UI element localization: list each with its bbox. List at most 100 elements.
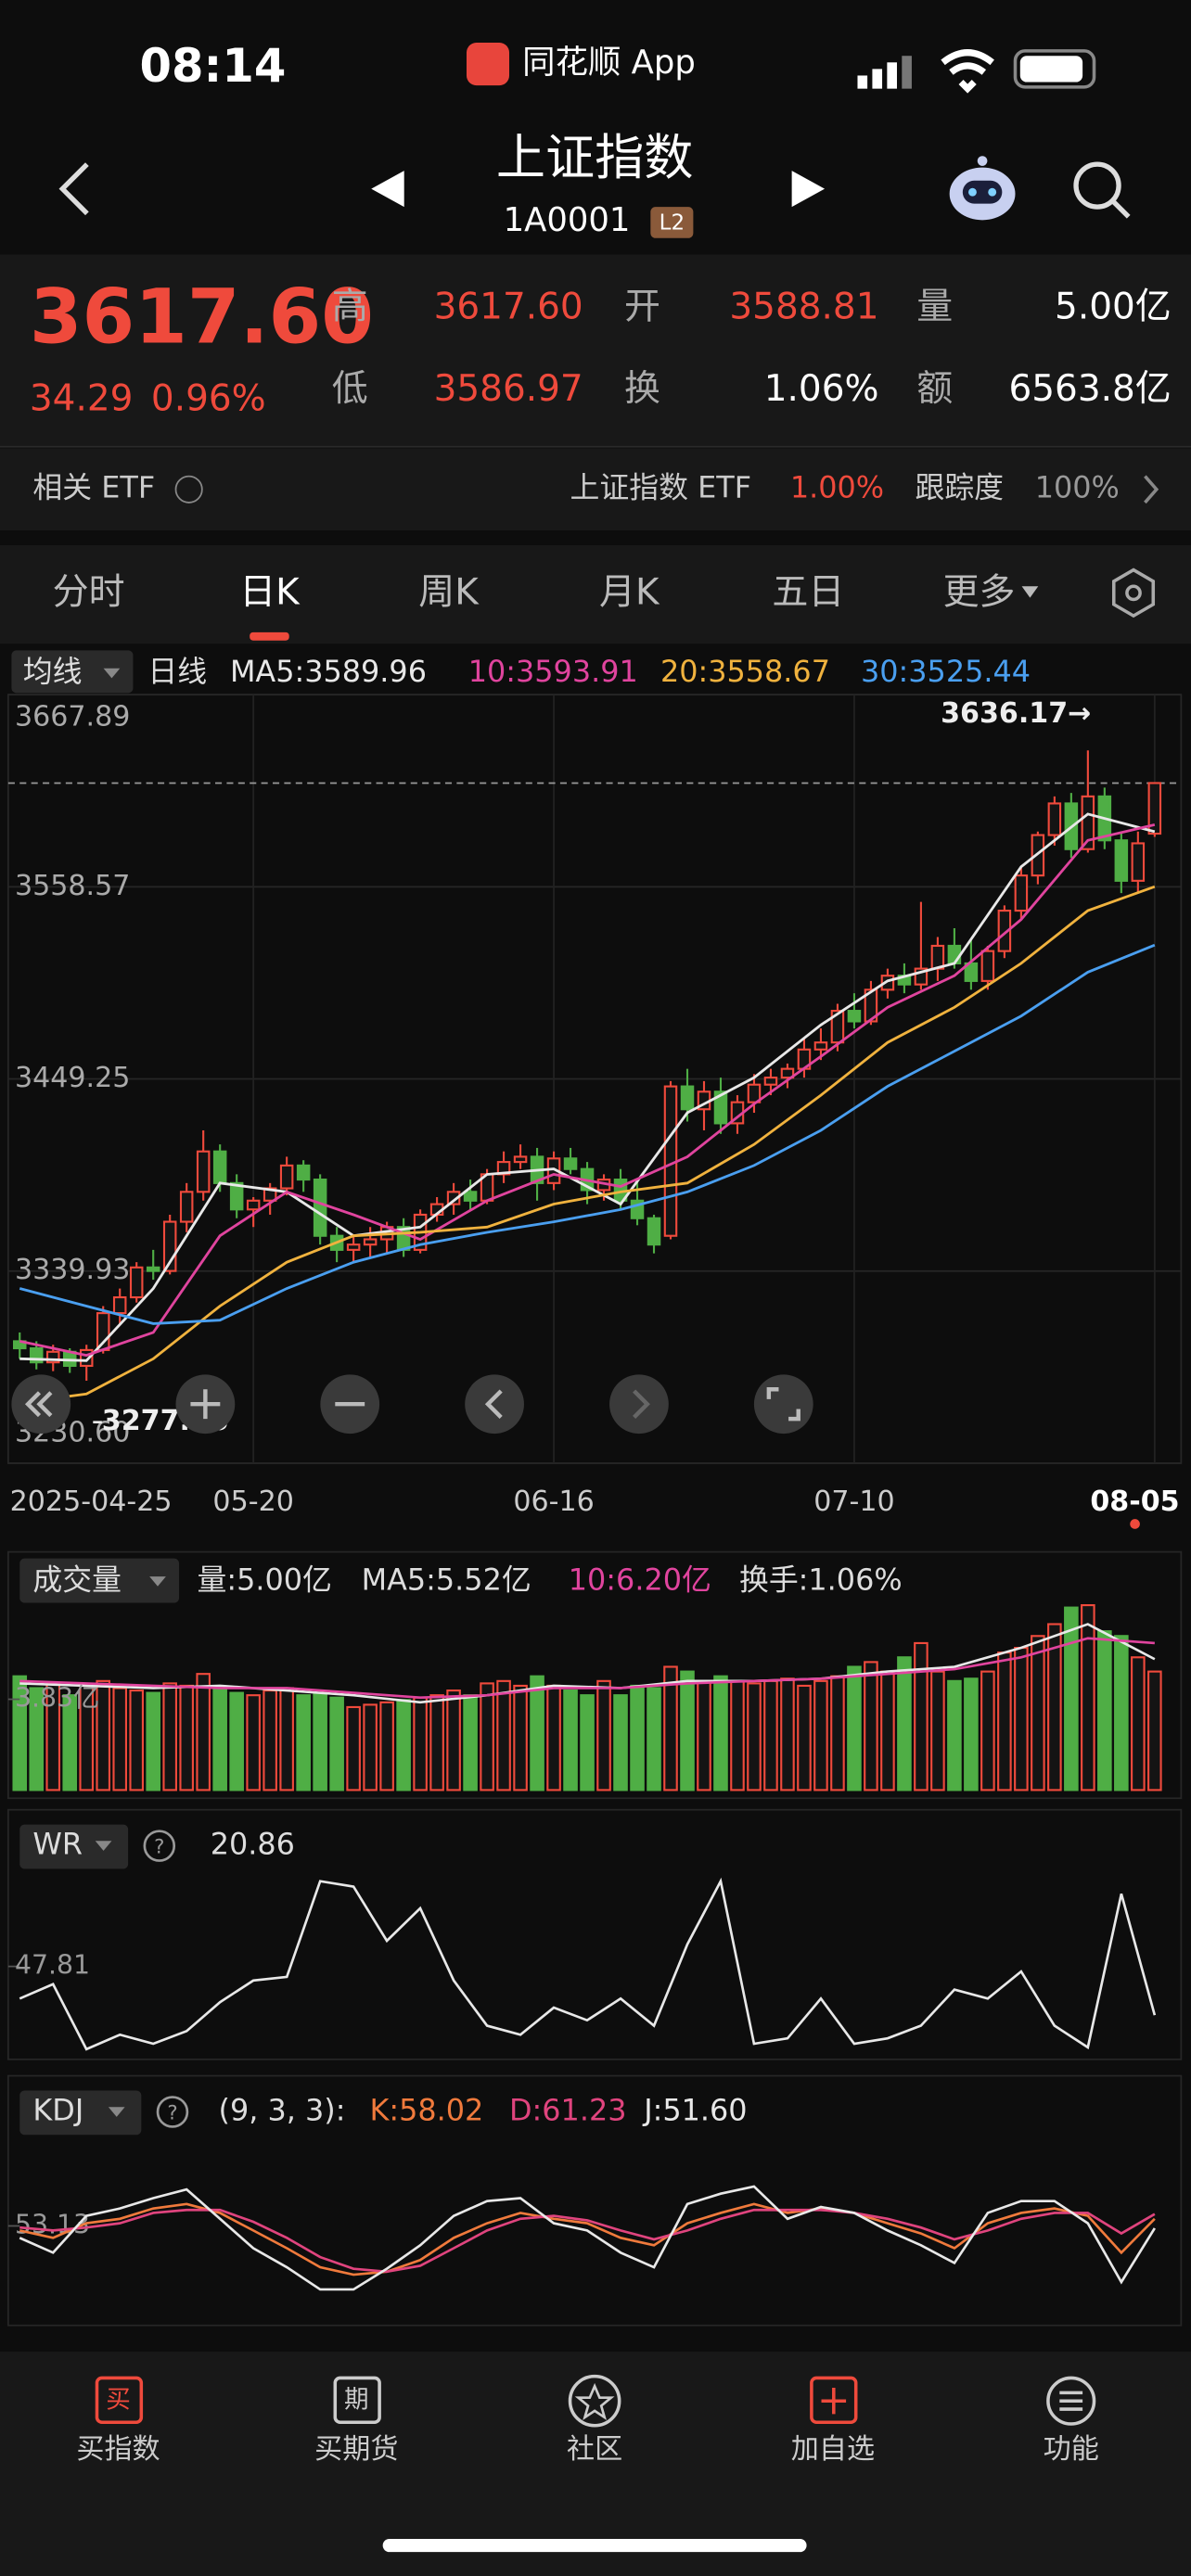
- volume-bar: [1147, 1670, 1162, 1792]
- nav-glyph: 买: [106, 2386, 131, 2415]
- help-icon[interactable]: [156, 2096, 189, 2128]
- volume-bar: [530, 1675, 544, 1792]
- candle-body: [1147, 782, 1162, 835]
- nav-icon-add: [810, 2376, 858, 2425]
- y-tick-label: 3339.93: [15, 1254, 130, 1286]
- nav-code: 1A0001: [504, 201, 631, 239]
- volume-panel: [6, 1550, 1183, 1800]
- volume-bar: [730, 1679, 745, 1792]
- control-right[interactable]: [609, 1374, 669, 1435]
- indicator-line: [19, 1877, 1157, 2051]
- help-icon[interactable]: [143, 1830, 176, 1862]
- nav-item[interactable]: 买期货: [314, 2433, 398, 2466]
- ma-legend: MA5:3589.96: [230, 654, 427, 689]
- indicator-name: WR: [32, 1827, 83, 1862]
- search-handle: [1111, 199, 1131, 219]
- volume-bar: [813, 1679, 828, 1792]
- nav-item[interactable]: 买指数: [76, 2433, 160, 2466]
- volume-bar: [413, 1696, 428, 1792]
- home-indicator: [382, 2538, 807, 2553]
- tab[interactable]: 周K: [418, 572, 480, 614]
- indicator-legend: J:51.60: [642, 2093, 747, 2128]
- settings-dot: [1125, 584, 1142, 602]
- volume-bar: [1097, 1630, 1112, 1792]
- volume-bar: [1131, 1656, 1146, 1792]
- tab[interactable]: 月K: [599, 572, 660, 614]
- prev-button[interactable]: [371, 171, 404, 208]
- tab[interactable]: 日K: [239, 572, 301, 614]
- x-tick-label: 08-05: [1090, 1486, 1179, 1518]
- quote-panel: [0, 254, 1191, 447]
- candle-body: [830, 1010, 845, 1044]
- y-tick-label: 47.81: [15, 1950, 90, 1981]
- robot-icon[interactable]: [949, 156, 1016, 221]
- quote-field-value: 3588.81: [729, 286, 878, 327]
- x-tick-label: 07-10: [813, 1486, 894, 1518]
- candle-body: [363, 1238, 378, 1246]
- volume-bar: [379, 1701, 394, 1792]
- x-tick-label: 2025-04-25: [10, 1486, 173, 1518]
- indicator-line: [19, 1637, 1155, 1700]
- volume-bar: [864, 1661, 878, 1792]
- candle-body: [296, 1164, 311, 1181]
- volume-bar: [329, 1696, 344, 1792]
- volume-bar: [179, 1684, 194, 1792]
- indicator-params: (9, 3, 3):: [219, 2093, 346, 2128]
- candle-body: [45, 1350, 60, 1364]
- nav-item[interactable]: 加自选: [791, 2433, 875, 2466]
- nav-item[interactable]: 功能: [1044, 2433, 1099, 2466]
- volume-header: MA5:5.52亿: [362, 1562, 531, 1597]
- volume-bar: [930, 1670, 945, 1792]
- volume-bar: [313, 1691, 327, 1792]
- indicator-selector-bg[interactable]: [19, 2090, 142, 2136]
- tab[interactable]: 更多: [943, 572, 1016, 614]
- y-tick-label: 3449.25: [15, 1062, 130, 1094]
- volume-bar: [429, 1694, 444, 1792]
- candle-body: [229, 1181, 244, 1211]
- tab-bar: [0, 544, 1191, 644]
- volume-header: 成交量: [32, 1562, 122, 1597]
- info-icon[interactable]: [174, 475, 203, 504]
- control-glyphs: [24, 1387, 800, 1422]
- volume-bar: [296, 1694, 311, 1792]
- nav-item[interactable]: 社区: [567, 2433, 622, 2466]
- control-left[interactable]: [465, 1374, 524, 1435]
- dropdown-arrow: [108, 2107, 125, 2117]
- volume-bar: [763, 1679, 778, 1792]
- volume-selector-bg[interactable]: [19, 1558, 180, 1603]
- volume-bar: [1114, 1635, 1129, 1792]
- next-button[interactable]: [791, 171, 826, 208]
- volume-bar: [830, 1675, 845, 1792]
- candle-body: [647, 1217, 661, 1246]
- control-fullscreen[interactable]: [753, 1374, 813, 1435]
- help-glyph: ?: [154, 1835, 164, 1858]
- dropdown-arrow: [149, 1576, 166, 1587]
- candle-body: [1131, 842, 1146, 882]
- indicator-selector-bg[interactable]: [19, 1824, 129, 1869]
- volume-bar: [246, 1694, 261, 1792]
- volume-bar: [680, 1670, 695, 1792]
- quote-field-label: 低: [332, 368, 368, 410]
- search-button[interactable]: [1073, 161, 1121, 210]
- volume-bar: [212, 1687, 227, 1792]
- indicator-value: 20.86: [211, 1827, 295, 1862]
- tab[interactable]: 五日: [772, 572, 844, 614]
- volume-bar: [162, 1682, 177, 1792]
- ma-selector-bg[interactable]: [11, 650, 134, 694]
- volume-bar: [880, 1670, 895, 1792]
- back-button[interactable]: [58, 162, 89, 216]
- settings-icon[interactable]: [1111, 567, 1156, 618]
- candle-body: [129, 1266, 144, 1299]
- tab[interactable]: 分时: [53, 572, 125, 614]
- etf-row[interactable]: [0, 448, 1191, 531]
- quote-field-value: 3586.97: [434, 368, 583, 410]
- volume-bar: [496, 1679, 511, 1792]
- etf-pct: 1.00%: [790, 470, 884, 505]
- volume-bar: [947, 1679, 962, 1792]
- tab-indicator: [250, 631, 289, 641]
- etf-name: 上证指数 ETF: [570, 470, 751, 505]
- volume-bar: [647, 1687, 661, 1792]
- volume-bar: [196, 1673, 211, 1792]
- candle-body: [763, 1077, 778, 1086]
